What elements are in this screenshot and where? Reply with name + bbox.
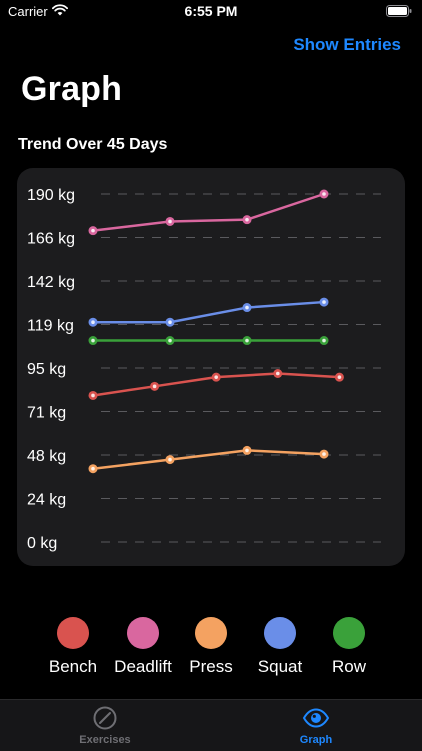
series-line-press: [92, 449, 325, 470]
eye-icon: [302, 708, 330, 728]
legend-swatch-press: [195, 617, 227, 649]
status-time: 6:55 PM: [184, 3, 238, 19]
show-entries-button[interactable]: Show Entries: [293, 35, 401, 54]
data-point-center-deadlift: [91, 228, 95, 233]
legend-swatch-deadlift: [127, 617, 159, 649]
legend-item-deadlift: Deadlift: [103, 617, 183, 677]
y-tick-label: 119 kg: [27, 318, 74, 335]
chart-legend: Bench Deadlift Press Squat Row: [0, 617, 422, 677]
tab-exercises-label: Exercises: [79, 734, 131, 746]
y-tick-label: 166 kg: [27, 231, 75, 248]
y-tick-label: 95 kg: [27, 361, 66, 378]
data-point-center-row: [91, 338, 95, 343]
legend-label-squat: Squat: [257, 657, 303, 676]
legend-item-bench: Bench: [33, 617, 113, 677]
data-point-center-squat: [322, 300, 326, 304]
legend-label-bench: Bench: [48, 657, 98, 676]
data-point-center-deadlift: [322, 192, 326, 196]
data-point-center-row: [322, 338, 326, 343]
wifi-icon: [52, 4, 68, 16]
legend-swatch-squat: [264, 617, 296, 649]
legend-item-press: Press: [171, 617, 251, 677]
tab-bar: Exercises Graph: [0, 699, 422, 751]
trend-line-chart: 190 kg 166 kg 142 kg 119 kg 95 kg 71 kg 48 kg 2…: [27, 187, 381, 552]
data-point-center-bench: [337, 375, 342, 379]
data-point-center-row: [245, 338, 249, 343]
legend-item-squat: Squat: [240, 617, 320, 677]
y-tick-label: 142 kg: [27, 274, 75, 291]
data-point-center-deadlift: [168, 219, 172, 224]
data-point-center-press: [245, 448, 249, 453]
data-point-center-row: [168, 338, 172, 343]
series-line-deadlift: [92, 192, 325, 232]
data-point-center-bench: [152, 384, 157, 389]
y-tick-label: 0 kg: [27, 535, 57, 552]
data-point-center-bench: [91, 393, 95, 398]
data-point-center-press: [168, 457, 172, 462]
chart-card: 190 kg 166 kg 142 kg 119 kg 95 kg 71 kg 48 kg 2…: [17, 168, 405, 566]
legend-swatch-bench: [57, 617, 89, 649]
legend-label-press: Press: [189, 657, 233, 676]
legend-swatch-row: [333, 617, 365, 649]
status-bar: Carrier 6:55 PM: [0, 0, 422, 24]
y-tick-label: 190 kg: [27, 187, 75, 204]
tab-graph-label: Graph: [299, 734, 333, 746]
tab-exercises[interactable]: Exercises: [35, 704, 175, 746]
data-point-center-press: [91, 466, 95, 471]
data-point-center-deadlift: [245, 217, 249, 222]
slash-circle-icon: [93, 706, 117, 730]
data-point-center-bench: [276, 371, 280, 376]
page-title: Graph: [21, 70, 123, 108]
y-tick-label: 24 kg: [27, 492, 66, 509]
section-title: Trend Over 45 Days: [18, 136, 168, 153]
data-point-center-squat: [245, 305, 249, 310]
tab-graph[interactable]: Graph: [246, 704, 386, 746]
carrier-label: Carrier: [8, 4, 48, 19]
y-tick-label: 48 kg: [27, 448, 66, 465]
legend-label-row: Row: [331, 657, 366, 676]
battery-icon: [386, 5, 412, 17]
legend-label-deadlift: Deadlift: [114, 657, 172, 676]
series-line-squat: [93, 300, 325, 324]
data-point-center-press: [322, 452, 326, 456]
data-point-center-squat: [91, 320, 95, 325]
data-point-center-bench: [214, 375, 218, 379]
legend-item-row: Row: [309, 617, 389, 677]
y-tick-label: 71 kg: [27, 405, 66, 422]
data-point-center-squat: [168, 320, 172, 325]
